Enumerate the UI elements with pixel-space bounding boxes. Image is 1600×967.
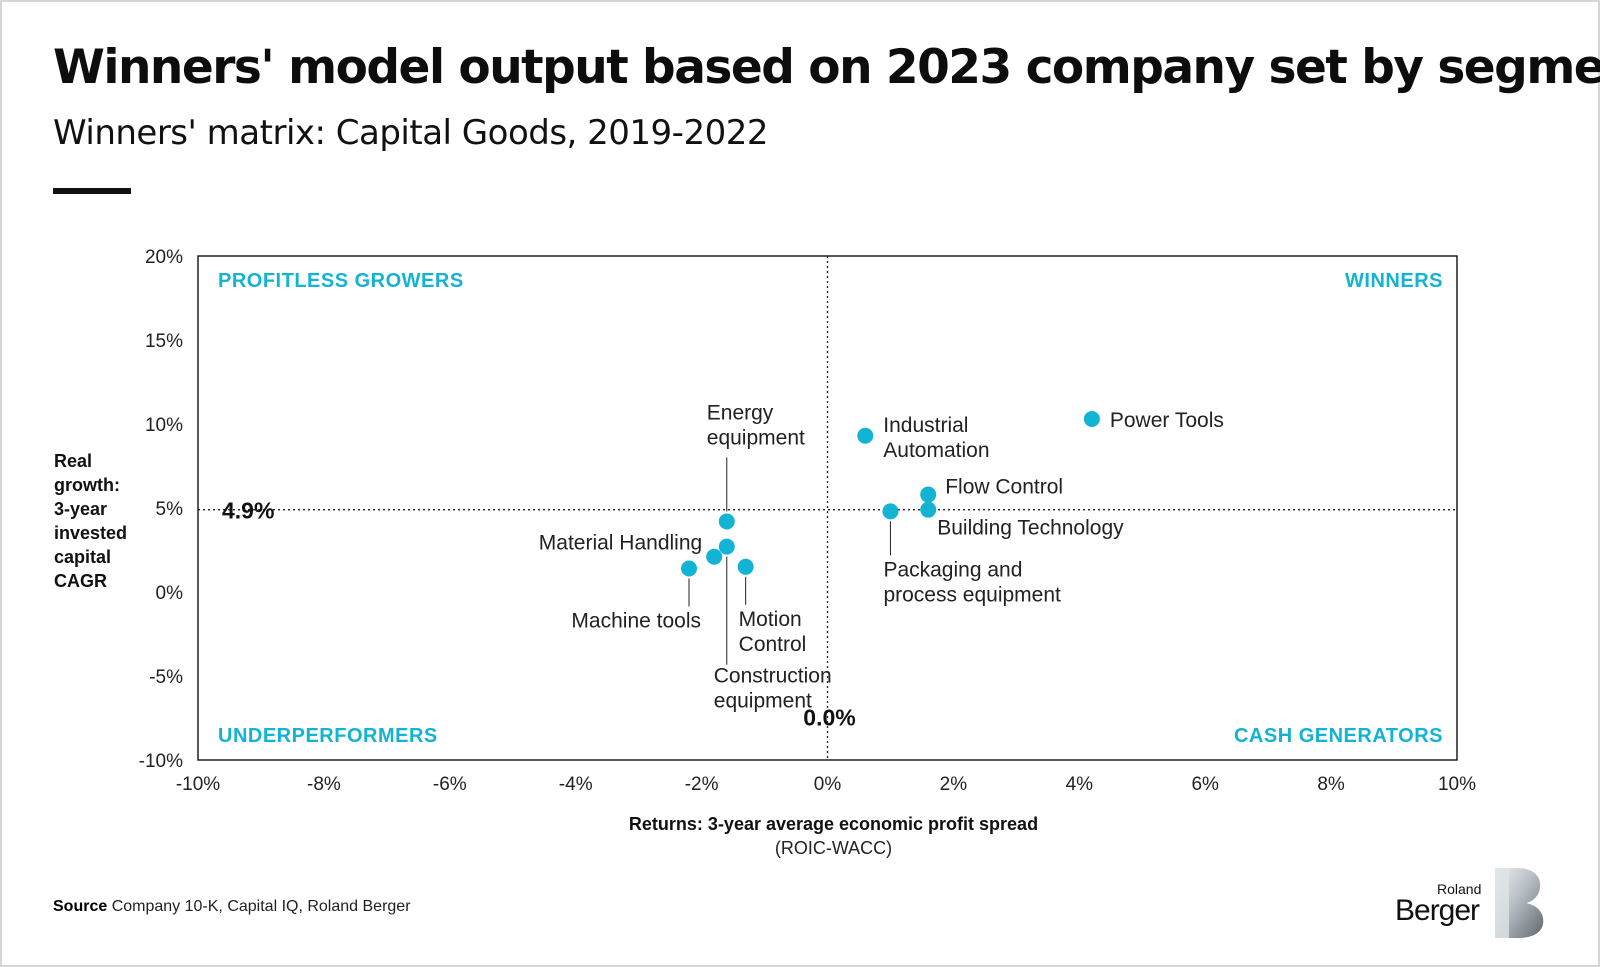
data-point-label-line: Control: [739, 633, 807, 656]
y-tick-label: 5%: [156, 499, 184, 520]
data-point-label-line: Flow Control: [945, 476, 1063, 499]
data-point-label-line: equipment: [707, 426, 805, 449]
data-point-label-line: Packaging and: [883, 558, 1022, 581]
logo-text-roland: Roland: [1437, 881, 1482, 897]
quadrant-label-underperformers: UNDERPERFORMERS: [218, 725, 438, 747]
data-point: [857, 427, 874, 444]
y-axis-title-line: CAGR: [54, 571, 107, 591]
data-point-label-line: process equipment: [883, 583, 1061, 606]
data-point-label-line: Energy: [707, 401, 774, 424]
source-note: Source Company 10-K, Capital IQ, Roland …: [53, 898, 411, 916]
y-axis-title-line: growth:: [54, 475, 120, 495]
x-tick-label: 6%: [1191, 774, 1219, 795]
y-tick-label: -10%: [139, 751, 183, 772]
data-point-label-line: Material Handling: [539, 532, 702, 555]
x-tick-label: 4%: [1066, 774, 1094, 795]
data-point-label: Flow Control: [945, 476, 1063, 499]
data-point: [1083, 410, 1100, 427]
data-point-label-line: Construction: [714, 665, 832, 688]
data-point: [718, 538, 735, 555]
x-tick-label: -8%: [307, 774, 341, 795]
data-point-label: Packaging and process equipment: [883, 558, 1061, 606]
x-tick-label: -10%: [176, 774, 220, 795]
data-point-label: Motion Control: [739, 608, 807, 656]
y-tick-label: 10%: [145, 415, 183, 436]
data-point-label-line: Motion: [739, 608, 802, 631]
data-point-label: Material Handling: [539, 532, 702, 555]
data-point-label-line: Building Technology: [937, 517, 1124, 540]
y-tick-label: 15%: [145, 331, 183, 352]
y-tick-label: 20%: [145, 247, 183, 268]
data-point: [706, 548, 723, 565]
x-tick-label: 0%: [814, 774, 842, 795]
source-text: Company 10-K, Capital IQ, Roland Berger: [111, 898, 411, 915]
x-tick-label: -4%: [559, 774, 593, 795]
x-axis-title: Returns: 3-year average economic profit …: [629, 814, 1038, 834]
logo-text-berger: Berger: [1395, 894, 1480, 927]
x-reference-label: 0.0%: [803, 705, 855, 731]
x-tick-label: 10%: [1438, 774, 1476, 795]
y-axis-title-line: Real: [54, 451, 92, 471]
data-point-label-line: Automation: [883, 439, 989, 462]
x-tick-label: -2%: [685, 774, 719, 795]
title-underline: [53, 188, 131, 194]
page-title: Winners' model output based on 2023 comp…: [53, 40, 1600, 95]
data-point-label: Machine tools: [571, 609, 701, 632]
quadrant-label-cash-generators: CASH GENERATORS: [1234, 725, 1443, 747]
data-point: [920, 501, 937, 518]
data-point-label-line: Industrial: [883, 414, 968, 437]
chart-subtitle: Winners' matrix: Capital Goods, 2019-202…: [53, 113, 768, 153]
roland-berger-logo: Roland Berger: [1395, 866, 1555, 942]
data-point-label: Building Technology: [937, 517, 1124, 540]
data-point: [681, 560, 698, 577]
y-tick-label: -5%: [149, 667, 183, 688]
data-point-label: Industrial Automation: [883, 414, 989, 462]
data-point: [718, 513, 735, 530]
source-label: Source: [53, 898, 108, 915]
logo-b-mark-icon: [1495, 868, 1544, 938]
data-point-label-line: equipment: [714, 690, 812, 713]
quadrant-label-winners: WINNERS: [1345, 270, 1443, 292]
data-point-label: Energy equipment: [707, 401, 805, 449]
x-tick-label: -6%: [433, 774, 467, 795]
y-axis-title-line: 3-year: [54, 499, 107, 519]
x-axis-subtitle: (ROIC-WACC): [775, 838, 892, 858]
data-point-label-line: Power Tools: [1110, 409, 1224, 432]
data-point: [737, 558, 754, 575]
data-point-label: Construction equipment: [714, 665, 832, 713]
y-reference-label: 4.9%: [222, 498, 274, 524]
data-point: [882, 503, 899, 520]
data-point: [920, 486, 937, 503]
y-tick-label: 0%: [156, 583, 184, 604]
y-axis-title-line: invested: [54, 523, 127, 543]
x-tick-label: 2%: [940, 774, 968, 795]
y-axis-title-line: capital: [54, 547, 111, 567]
data-point-label: Power Tools: [1110, 409, 1224, 432]
quadrant-label-profitless-growers: PROFITLESS GROWERS: [218, 270, 464, 292]
x-tick-label: 8%: [1317, 774, 1345, 795]
data-point-label-line: Machine tools: [571, 609, 701, 632]
